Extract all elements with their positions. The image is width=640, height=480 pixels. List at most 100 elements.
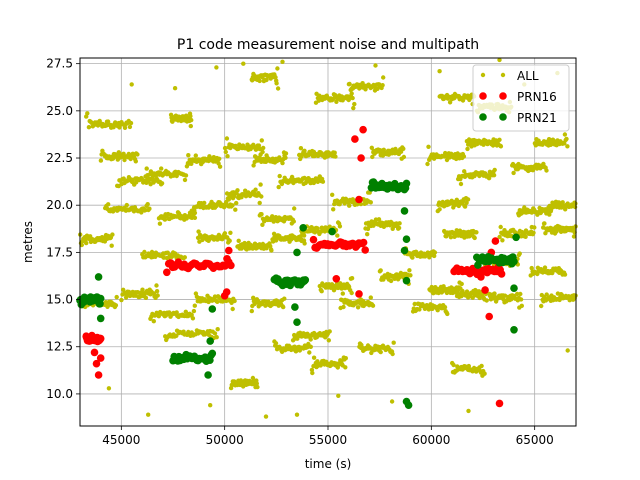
series-prn16 (82, 125, 506, 408)
all-point (235, 188, 240, 193)
all-point (232, 298, 237, 304)
prn21-point (94, 273, 103, 281)
prn21-point (208, 305, 217, 313)
all-point (380, 83, 385, 88)
all-point (190, 316, 196, 321)
all-point (350, 95, 355, 101)
all-point (517, 251, 522, 256)
all-point (146, 412, 151, 417)
prn21-point (293, 318, 301, 327)
x-axis-label: time (s) (305, 457, 352, 471)
all-point (331, 207, 336, 212)
all-point (259, 212, 264, 217)
all-point (217, 164, 223, 169)
all-point (217, 156, 222, 161)
all-point (365, 232, 370, 237)
all-point (216, 161, 221, 166)
all-point (260, 222, 265, 227)
prn16-point (309, 235, 318, 244)
all-point (447, 100, 453, 105)
prn21-point (402, 276, 411, 285)
all-point (259, 194, 264, 199)
all-point (280, 59, 285, 64)
all-point (207, 154, 212, 159)
all-point (381, 75, 386, 80)
all-point (84, 240, 89, 246)
all-point (497, 234, 502, 240)
all-point (128, 120, 134, 126)
y-tick-label: 10.0 (46, 387, 73, 401)
all-point (146, 176, 152, 182)
all-point (332, 150, 337, 155)
all-point (390, 351, 395, 357)
all-point (254, 381, 259, 386)
all-point (347, 81, 352, 87)
all-point (479, 363, 484, 369)
all-point (144, 166, 149, 171)
all-point (85, 111, 90, 116)
prn16-point (227, 261, 235, 270)
all-point (491, 173, 497, 178)
all-point (159, 181, 165, 186)
all-point (340, 291, 345, 296)
prn21-point (510, 326, 518, 334)
prn16-point (485, 312, 494, 321)
all-point (147, 206, 152, 211)
all-point (349, 290, 354, 296)
prn21-point (510, 284, 518, 293)
all-point (464, 200, 469, 205)
y-tick-label: 25.0 (46, 104, 73, 118)
all-point (110, 232, 115, 237)
all-point (326, 338, 331, 343)
all-point (571, 234, 577, 239)
prn16-point (94, 371, 103, 379)
all-point (214, 335, 219, 340)
prn21-point (301, 276, 310, 284)
all-point (249, 308, 254, 314)
prn16-point (355, 195, 363, 204)
prn21-point (402, 235, 411, 243)
all-point (122, 125, 128, 130)
all-point (498, 224, 503, 230)
all-point (268, 243, 273, 249)
all-point (573, 201, 578, 206)
y-tick-label: 22.5 (46, 151, 73, 165)
prn21-point (96, 294, 105, 303)
prn21-point (400, 207, 409, 215)
all-point (127, 124, 133, 130)
all-point (544, 168, 549, 173)
all-point (391, 340, 396, 345)
all-point (291, 219, 296, 224)
all-point (114, 294, 119, 300)
all-point (105, 119, 111, 124)
all-point (466, 408, 471, 414)
all-point (352, 101, 357, 107)
all-point (251, 163, 256, 168)
all-point (220, 299, 225, 304)
all-point (451, 362, 456, 368)
prn16-point (361, 246, 370, 254)
all-point (253, 187, 258, 192)
all-point (461, 154, 467, 159)
all-point (401, 154, 407, 160)
all-point (370, 154, 375, 160)
prn16-point (92, 359, 101, 368)
series-prn21 (76, 178, 520, 410)
all-point (401, 146, 406, 151)
all-point (562, 272, 568, 277)
all-point (459, 281, 464, 287)
all-point (346, 284, 352, 290)
all-point (129, 82, 134, 87)
all-point (196, 229, 201, 234)
prn16-point (163, 268, 171, 277)
all-point (159, 166, 164, 171)
legend-label-all: ALL (517, 69, 539, 83)
prn16-point (351, 135, 359, 143)
prn16-point (359, 125, 367, 134)
all-point (289, 174, 295, 180)
all-point (126, 151, 131, 157)
legend-marker-all (500, 72, 506, 78)
legend-label-prn16: PRN16 (517, 90, 557, 104)
prn16-point (90, 348, 99, 357)
